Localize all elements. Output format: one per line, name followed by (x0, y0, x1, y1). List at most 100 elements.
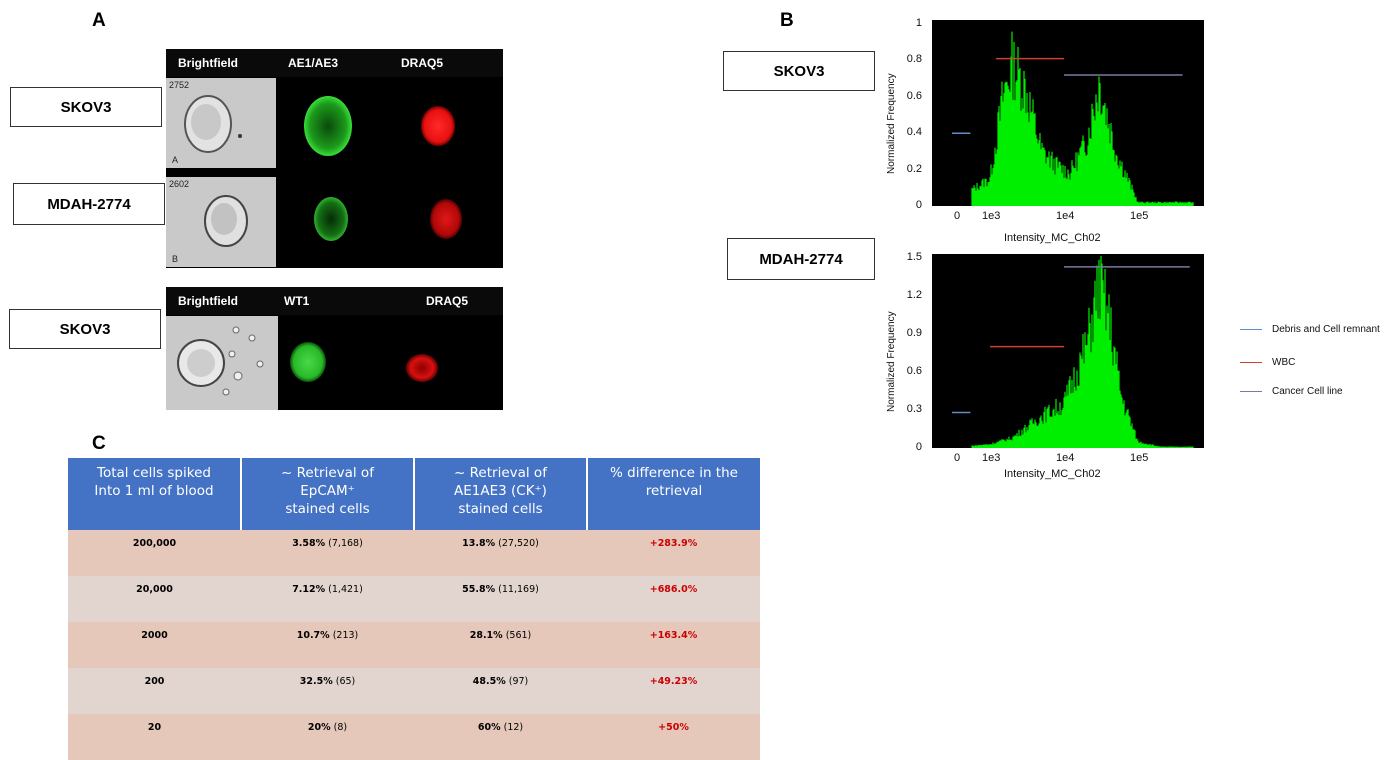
cell-ck: 48.5% (97) (414, 668, 587, 714)
header-wt1: WT1 (284, 294, 310, 308)
event-id: 2602 (169, 179, 190, 189)
x-tick-label: 1e4 (1056, 452, 1075, 464)
panel-letter-a: A (92, 10, 106, 31)
header-line: stained cells (285, 501, 370, 517)
x-axis-title: Intensity_MC_Ch02 (1004, 468, 1101, 480)
header-line: Into 1 ml of blood (94, 483, 214, 499)
microscopy-strip-ae1ae3: Brightfield AE1/AE3 DRAQ5 2752 A (166, 49, 503, 268)
table-row: 20 20% (8) 60% (12) +50% (68, 714, 760, 760)
y-tick-label: 0 (915, 199, 922, 211)
panel-letter-c: C (92, 433, 106, 454)
y-tick-label: 0 (915, 441, 922, 453)
header-brightfield: Brightfield (178, 294, 238, 308)
x-tick-label: 0 (954, 452, 961, 464)
legend-label: Debris and Cell remnant (1272, 324, 1380, 335)
brightfield-tile: 2752 A (166, 78, 276, 168)
cell-ck: 13.8% (27,520) (414, 530, 587, 576)
legend-item-debris: Debris and Cell remnant (1240, 324, 1380, 335)
cell-total: 200 (68, 668, 241, 714)
cell-line-label-mdah-a: MDAH-2774 (13, 183, 165, 225)
x-axis-title: Intensity_MC_Ch02 (1004, 232, 1101, 244)
cell-ck: 55.8% (11,169) (414, 576, 587, 622)
plot-area (932, 254, 1204, 448)
header-line: stained cells (458, 501, 543, 517)
microscopy-strip-wt1: Brightfield WT1 DRAQ5 (166, 287, 503, 410)
y-tick-label: 0.2 (906, 162, 922, 175)
legend-swatch (1240, 362, 1262, 363)
cell-diff: +163.4% (587, 622, 760, 668)
brightfield-tile (166, 316, 278, 410)
x-tick-label: 1e4 (1056, 210, 1075, 222)
cell-line-label-mdah-b: MDAH-2774 (727, 238, 875, 280)
header-draq5: DRAQ5 (426, 294, 469, 308)
histogram-svg (952, 255, 1194, 448)
cell-epcam: 32.5% (65) (241, 668, 414, 714)
header-line: ~ Retrieval of (281, 465, 374, 481)
x-tick-label: 1e5 (1130, 452, 1149, 464)
y-tick-label: 0.6 (906, 365, 922, 377)
table-row: 200,000 3.58% (7,168) 13.8% (27,520) +283.9… (68, 530, 760, 576)
histogram-svg (952, 31, 1194, 206)
cell-epcam: 7.12% (1,421) (241, 576, 414, 622)
cell-row-skov3: 2752 A (166, 78, 503, 168)
fluorescence-cell-image (304, 96, 455, 156)
header-line: EpCAM⁺ (300, 483, 355, 499)
legend-swatch (1240, 391, 1262, 392)
x-tick-label: 0 (954, 210, 961, 222)
cell-epcam: 20% (8) (241, 714, 414, 760)
col-header-ck: ~ Retrieval of AE1AE3 (CK⁺) stained cell… (414, 458, 588, 530)
legend-item-cancer: Cancer Cell line (1240, 386, 1343, 397)
panel-letter-b: B (780, 10, 794, 31)
x-tick-label: 1e5 (1130, 210, 1149, 222)
table-row: 2000 10.7% (213) 28.1% (561) +163.4% (68, 622, 760, 668)
table-row: 200 32.5% (65) 48.5% (97) +49.23% (68, 668, 760, 714)
header-line: % difference in the (610, 465, 738, 481)
brightfield-cell-image (184, 95, 242, 153)
y-tick-label: 1.2 (906, 289, 922, 301)
header-ae1ae3: AE1/AE3 (288, 56, 339, 70)
y-tick-label: 1 (915, 17, 922, 29)
cell-total: 20,000 (68, 576, 241, 622)
cell-total: 20 (68, 714, 241, 760)
header-draq5: DRAQ5 (401, 56, 444, 70)
x-tick-label: 1e3 (982, 210, 1001, 222)
event-id: 2752 (169, 80, 190, 90)
plot-area (932, 20, 1204, 206)
col-header-epcam: ~ Retrieval of EpCAM⁺ stained cells (241, 458, 415, 530)
row-tag: A (172, 155, 179, 165)
histogram-mdah: Normalized Frequency Intensity_MC_Ch02 (880, 248, 1216, 484)
strip-header: Brightfield AE1/AE3 DRAQ5 (166, 49, 503, 77)
col-header-diff: % difference in the retrieval (587, 458, 760, 530)
cell-diff: +283.9% (587, 530, 760, 576)
legend-swatch (1240, 329, 1262, 330)
legend-label: WBC (1272, 357, 1296, 368)
header-line: retrieval (645, 483, 703, 499)
y-tick-label: 0.3 (906, 403, 922, 415)
y-tick-label: 0.9 (906, 327, 922, 339)
row-tag: B (172, 254, 179, 264)
table-row: 20,000 7.12% (1,421) 55.8% (11,169) +686.0% (68, 576, 760, 622)
cell-line-label-skov3-wt1: SKOV3 (9, 309, 161, 349)
cell-line-label-skov3-a: SKOV3 (10, 87, 162, 127)
cell-diff: +686.0% (587, 576, 760, 622)
cell-total: 2000 (68, 622, 241, 668)
cell-diff: +49.23% (587, 668, 760, 714)
cell-ck: 28.1% (561) (414, 622, 587, 668)
table-header-row: Total cells spiked Into 1 ml of blood ~ … (68, 458, 760, 530)
brightfield-cell-image (204, 195, 248, 247)
cell-row-skov3-wt1 (166, 316, 503, 410)
cell-row-mdah: 2602 B (166, 177, 503, 267)
fluorescence-cell-image (314, 197, 462, 241)
cell-line-label-skov3-b: SKOV3 (723, 51, 875, 91)
y-tick-label: 0.6 (906, 89, 922, 102)
legend-label: Cancer Cell line (1272, 386, 1343, 397)
cell-epcam: 10.7% (213) (241, 622, 414, 668)
legend-item-wbc: WBC (1240, 357, 1295, 368)
table-body: 200,000 3.58% (7,168) 13.8% (27,520) +283.9… (68, 530, 760, 760)
cell-diff: +50% (587, 714, 760, 760)
y-tick-label: 1.5 (906, 251, 922, 263)
brightfield-cell-image (177, 326, 264, 396)
header-line: AE1AE3 (CK⁺) (454, 483, 547, 499)
header-brightfield: Brightfield (178, 56, 238, 70)
x-tick-label: 1e3 (982, 452, 1001, 464)
